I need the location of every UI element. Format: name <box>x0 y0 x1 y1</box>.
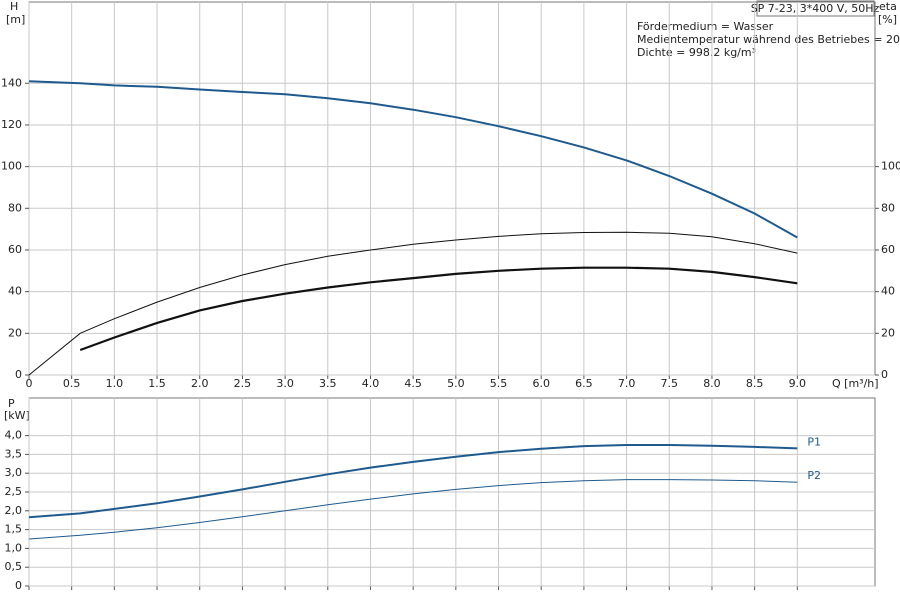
note: Dichte = 998.2 kg/m³ <box>637 46 756 59</box>
y2-tick-label: 80 <box>881 201 895 214</box>
x-tick-label: 0.5 <box>63 377 81 390</box>
series-line <box>28 80 798 239</box>
x-tick-label: 2.0 <box>191 377 209 390</box>
chart-title: SP 7-23, 3*400 V, 50Hz <box>751 2 880 15</box>
x-tick-label: 3.0 <box>276 377 294 390</box>
y-tick-label: 0 <box>15 368 22 381</box>
title-box <box>756 0 875 17</box>
y-tick-label: 4,0 <box>5 429 23 442</box>
y-tick-label: 3,0 <box>5 466 23 479</box>
x-tick-label: 5.0 <box>447 377 465 390</box>
series-line <box>28 444 798 519</box>
x-tick-label: 8.5 <box>746 377 764 390</box>
series-label: P1 <box>807 435 821 448</box>
x-tick-label: 8.0 <box>703 377 721 390</box>
y-tick-label: 140 <box>1 76 22 89</box>
y2-tick-label: 0 <box>881 368 888 381</box>
y-tick-label: 3,5 <box>5 447 23 460</box>
series-line <box>28 479 798 540</box>
x-tick-label: 7.5 <box>661 377 679 390</box>
note: Fördermedium = Wasser <box>637 20 774 33</box>
y-axis-label: P <box>8 397 15 410</box>
y-axis-unit: [m] <box>6 13 25 26</box>
x-tick-label: 4.0 <box>362 377 380 390</box>
x-tick-label: 1.0 <box>106 377 124 390</box>
y-tick-label: 1,0 <box>5 541 23 554</box>
y-tick-label: 60 <box>8 243 22 256</box>
x-tick-label: 5.5 <box>490 377 508 390</box>
series-label: P2 <box>807 469 821 482</box>
y2-axis-label: eta <box>879 0 897 13</box>
series-line <box>28 231 798 376</box>
x-tick-label: 6.0 <box>532 377 550 390</box>
y2-tick-label: 40 <box>881 285 895 298</box>
y-axis-unit: [kW] <box>4 409 30 422</box>
x-tick-label: 3.5 <box>319 377 337 390</box>
series-line <box>79 266 798 352</box>
y-tick-label: 0 <box>15 579 22 592</box>
y-tick-label: 40 <box>8 285 22 298</box>
x-tick-label: 6.5 <box>575 377 593 390</box>
x-tick-label: 2.5 <box>234 377 252 390</box>
y-tick-label: 20 <box>8 326 22 339</box>
y-tick-label: 100 <box>1 160 22 173</box>
note: Medientemperatur während des Betriebes =… <box>637 33 900 46</box>
y-tick-label: 2,5 <box>5 485 23 498</box>
x-tick-label: 1.5 <box>148 377 166 390</box>
y2-tick-label: 100 <box>881 160 900 173</box>
x-tick-label: 9.0 <box>789 377 807 390</box>
x-tick-label: 4.5 <box>404 377 422 390</box>
y-axis-label: H <box>10 0 18 13</box>
x-axis-label: Q [m³/h] <box>832 377 879 390</box>
y-tick-label: 120 <box>1 118 22 131</box>
y-tick-label: 2,0 <box>5 504 23 517</box>
x-tick-label: 7.0 <box>618 377 636 390</box>
y2-tick-label: 60 <box>881 243 895 256</box>
y2-tick-label: 20 <box>881 326 895 339</box>
y-tick-label: 0,5 <box>5 560 23 573</box>
x-tick-label: 0 <box>26 377 33 390</box>
y-tick-label: 80 <box>8 201 22 214</box>
y2-axis-unit: [%] <box>878 13 897 26</box>
y-tick-label: 1,5 <box>5 523 23 536</box>
